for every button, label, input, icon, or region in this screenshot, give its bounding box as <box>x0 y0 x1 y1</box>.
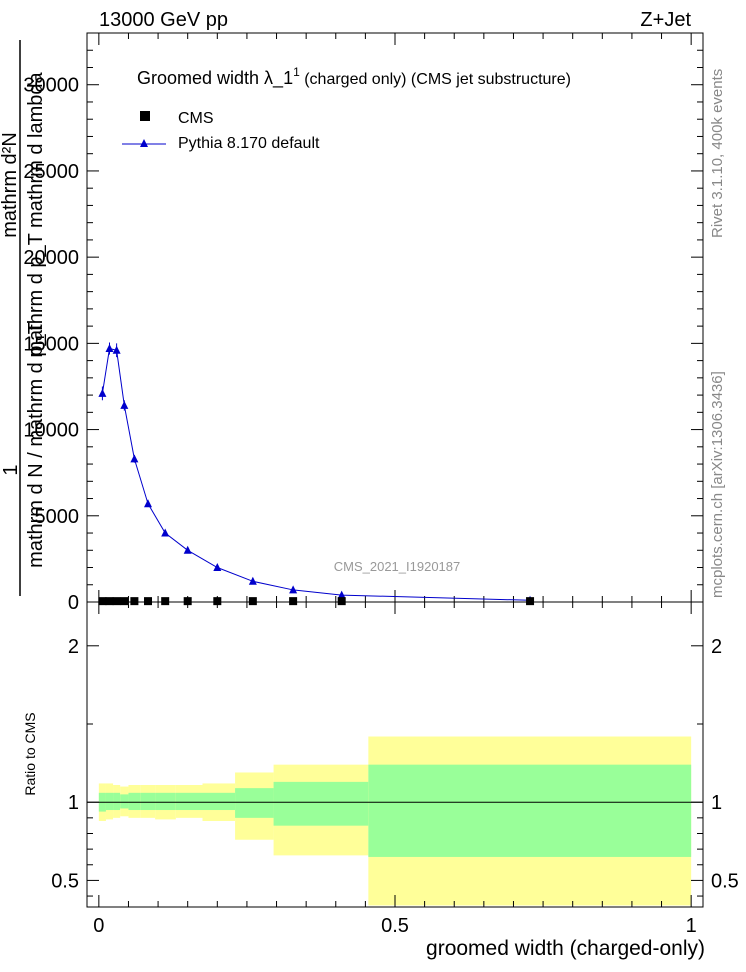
main-panel: 0 5000 10000 15000 20000 25000 30000 <box>23 32 704 614</box>
main-ylabel: 1 mathrm d²N mathrm d p_T mathrm d lambd… <box>0 40 47 596</box>
pythia-point <box>144 499 153 508</box>
ratio-ytick-label-right: 2 <box>711 636 722 658</box>
main-ytick-label: 15000 <box>23 333 79 355</box>
mcplots-label: mcplots.cern.ch [arXiv:1306.3436] <box>709 371 726 598</box>
main-ytick-label: 5000 <box>35 506 80 528</box>
title-main: Groomed width λ_1 <box>137 68 293 89</box>
cms-point <box>120 597 129 606</box>
main-ytick-label: 20000 <box>23 247 79 269</box>
ylabel-denom: mathrm d N / mathrm d p_T <box>25 322 47 568</box>
xtick-label: 1 <box>686 915 697 937</box>
cms-point <box>112 597 121 606</box>
legend-cms-label: CMS <box>178 110 214 127</box>
pythia-point <box>130 454 139 463</box>
ylabel-frac-num: 1 <box>0 464 22 475</box>
ratio-band-inner <box>273 781 369 826</box>
legend-pythia-label: Pythia 8.170 default <box>178 135 320 152</box>
pythia-point <box>98 388 107 397</box>
ratio-band-inner <box>175 792 203 811</box>
main-ytick-label: 30000 <box>23 75 79 97</box>
cms-point <box>289 597 298 606</box>
cms-point <box>213 597 222 606</box>
legend-pythia-marker <box>140 139 148 147</box>
ratio-band-inner <box>235 788 274 818</box>
ylabel-numer: mathrm d²N <box>0 132 21 238</box>
ratio-bands <box>87 736 703 906</box>
legend-cms-marker <box>140 111 150 121</box>
pythia-point <box>112 345 121 354</box>
cms-point <box>130 597 139 606</box>
header-left: 13000 GeV pp <box>99 9 228 31</box>
main-series <box>98 342 535 606</box>
analysis-watermark: CMS_2021_I1920187 <box>334 559 461 574</box>
cms-point <box>161 597 170 606</box>
pythia-point <box>248 576 257 585</box>
xtick-label: 0.5 <box>381 915 409 937</box>
ratio-band-inner <box>140 792 156 811</box>
ratio-band-inner <box>202 792 236 811</box>
ratio-ytick-label: 2 <box>68 636 79 658</box>
cms-point <box>183 597 192 606</box>
pythia-line <box>101 347 531 601</box>
ratio-ytick-label: 1 <box>68 792 79 814</box>
header-right: Z+Jet <box>640 9 691 31</box>
legend: CMS Pythia 8.170 default <box>122 110 320 152</box>
cms-point <box>98 597 107 606</box>
x-axis-label: groomed width (charged-only) <box>426 937 705 960</box>
ratio-ytick-label: 0.5 <box>51 870 79 892</box>
ratio-ytick-label-right: 0.5 <box>711 870 739 892</box>
ratio-axes: 0.5 0.5 1 1 2 2 0 0.5 1 <box>51 602 739 937</box>
ratio-ylabel: Ratio to CMS <box>22 712 38 795</box>
pythia-point <box>120 400 129 409</box>
pythia-point <box>337 590 346 599</box>
cms-point <box>248 597 257 606</box>
ylabel-numer2: mathrm d p_T mathrm d lambda <box>25 71 47 357</box>
main-axes: 0 5000 10000 15000 20000 25000 30000 <box>23 33 703 614</box>
title-rest: (charged only) (CMS jet substructure) <box>300 71 571 88</box>
main-ytick-label: 0 <box>68 592 79 614</box>
main-ytick-label: 10000 <box>23 420 79 442</box>
cms-point <box>105 597 114 606</box>
rivet-label: Rivet 3.1.10, 400k events <box>709 69 726 238</box>
ratio-band-inner <box>128 792 141 811</box>
pythia-point <box>105 344 114 353</box>
title-sup: 1 <box>293 65 300 79</box>
pythia-point <box>161 528 170 537</box>
ratio-band-inner <box>113 792 121 811</box>
ratio-band-inner <box>368 764 692 857</box>
pythia-point <box>183 545 192 554</box>
ratio-frame <box>86 601 704 908</box>
cms-point <box>337 597 346 606</box>
ratio-band-inner <box>155 792 176 811</box>
ratio-band-inner <box>120 794 129 809</box>
main-ytick-label: 25000 <box>23 161 79 183</box>
xtick-label: 0 <box>93 915 104 937</box>
cms-point <box>144 597 153 606</box>
pythia-point <box>213 563 222 572</box>
ratio-band-inner <box>105 792 114 811</box>
cms-point <box>526 597 535 606</box>
ratio-panel: 0.5 0.5 1 1 2 2 0 0.5 1 <box>51 601 739 937</box>
ratio-ytick-label-right: 1 <box>711 792 722 814</box>
chart-title: Groomed width λ_11 (charged only) (CMS j… <box>137 65 571 89</box>
pythia-point <box>289 585 298 594</box>
